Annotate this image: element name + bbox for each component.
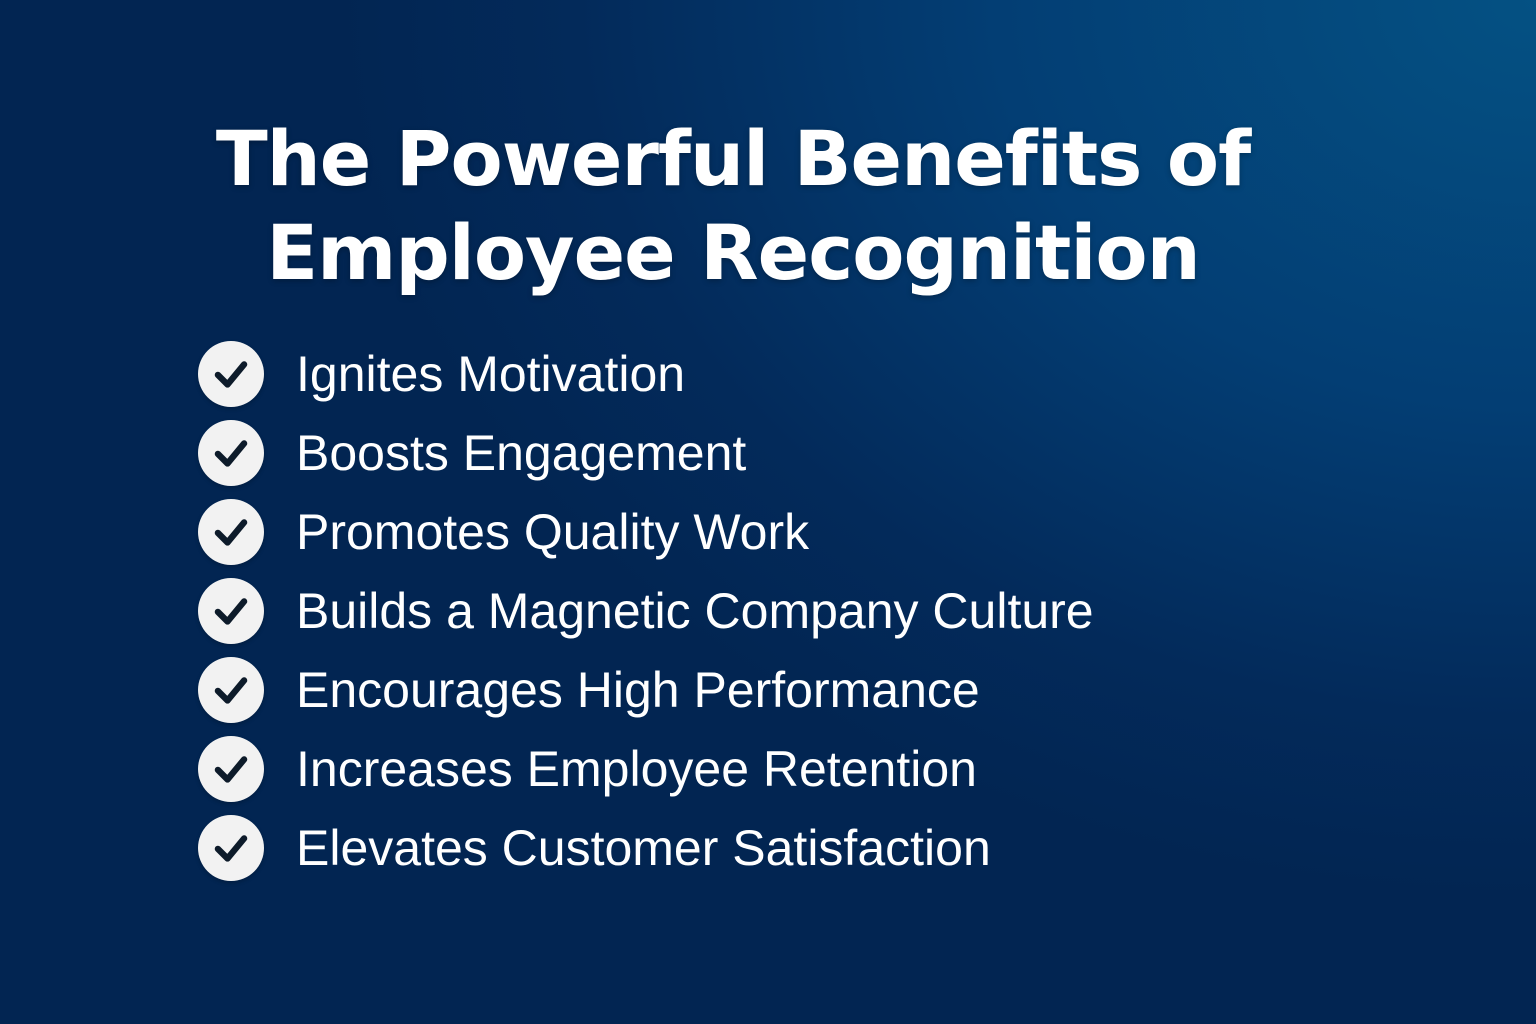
page-title: The Powerful Benefits of Employee Recogn… <box>0 112 1466 300</box>
title-line-1: The Powerful Benefits of <box>215 114 1251 203</box>
benefit-label: Ignites Motivation <box>296 345 686 402</box>
benefit-label: Encourages High Performance <box>296 661 980 718</box>
benefit-label: Promotes Quality Work <box>296 503 810 560</box>
title-line-2: Employee Recognition <box>266 208 1200 297</box>
list-item: Boosts Engagement <box>198 413 1094 492</box>
benefit-label: Elevates Customer Satisfaction <box>296 819 991 876</box>
check-circle-icon <box>198 577 264 644</box>
benefits-list: Ignites Motivation Boosts Engagement Pro… <box>198 334 1094 887</box>
list-item: Increases Employee Retention <box>198 729 1094 808</box>
list-item: Elevates Customer Satisfaction <box>198 808 1094 887</box>
check-circle-icon <box>198 340 264 407</box>
benefit-label: Boosts Engagement <box>296 424 747 481</box>
list-item: Encourages High Performance <box>198 650 1094 729</box>
check-circle-icon <box>198 735 264 802</box>
benefit-label: Increases Employee Retention <box>296 740 977 797</box>
list-item: Promotes Quality Work <box>198 492 1094 571</box>
check-circle-icon <box>198 814 264 881</box>
list-item: Ignites Motivation <box>198 334 1094 413</box>
benefit-label: Builds a Magnetic Company Culture <box>296 582 1094 639</box>
list-item: Builds a Magnetic Company Culture <box>198 571 1094 650</box>
check-circle-icon <box>198 498 264 565</box>
check-circle-icon <box>198 419 264 486</box>
check-circle-icon <box>198 656 264 723</box>
